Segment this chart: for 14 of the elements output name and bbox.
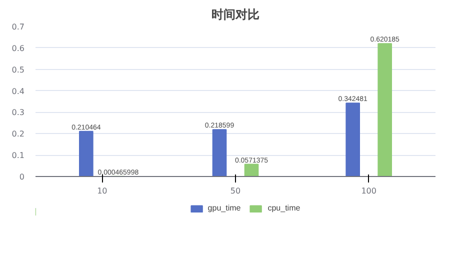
x-tick-label: 50: [230, 186, 241, 196]
y-tick-label: 0.3: [12, 108, 25, 118]
chart-title: 时间对比: [212, 8, 260, 22]
y-tick-label: 0.5: [12, 65, 25, 74]
x-tick-label: 100: [361, 186, 376, 196]
y-tick-label: 0.7: [12, 22, 25, 32]
y-tick-label: 0: [19, 172, 25, 182]
y-tick-label: 0.2: [12, 130, 25, 139]
y-tick-label: 0.6: [12, 44, 25, 53]
y-tick-label: 0.1: [12, 151, 25, 160]
legend-label: cpu_time: [268, 204, 300, 212]
y-tick-label: 0.4: [12, 86, 25, 96]
legend-label: gpu_time: [208, 204, 241, 212]
x-tick-label: 10: [97, 186, 108, 196]
